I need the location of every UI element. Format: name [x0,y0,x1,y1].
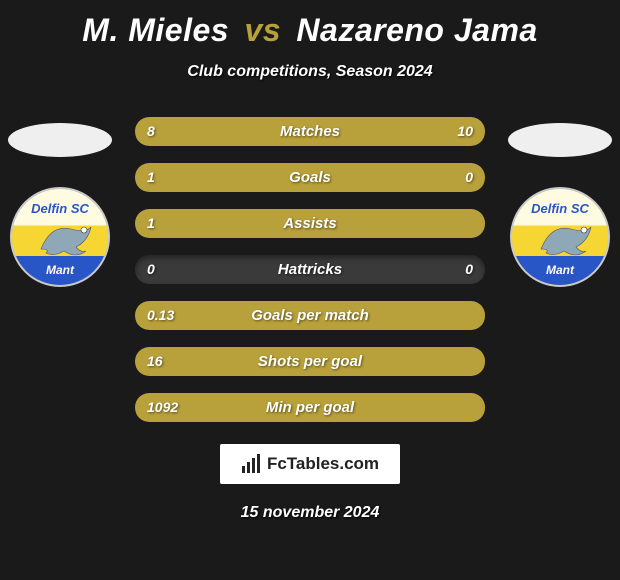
stat-row: 10Goals [135,163,485,192]
player1-silhouette [8,123,112,157]
player1-club-badge: Delfin SC Mant [10,187,110,287]
stat-label: Goals [135,163,485,192]
player2-club-badge: Delfin SC Mant [510,187,610,287]
comparison-title: M. Mieles vs Nazareno Jama [0,0,620,49]
stat-row: 1Assists [135,209,485,238]
player2-name: Nazareno Jama [296,12,537,48]
brand-chart-icon [241,454,261,474]
footer-date: 15 november 2024 [0,504,620,522]
stat-label: Shots per goal [135,347,485,376]
stat-label: Matches [135,117,485,146]
subtitle: Club competitions, Season 2024 [0,63,620,81]
stat-row: 1092Min per goal [135,393,485,422]
player1-name: M. Mieles [82,12,229,48]
stat-row: 810Matches [135,117,485,146]
stat-label: Hattricks [135,255,485,284]
player2-avatar-column: Delfin SC Mant [500,117,620,287]
footer-brand-text: FcTables.com [267,454,379,474]
dolphin-icon [36,219,96,259]
stat-row: 16Shots per goal [135,347,485,376]
club-name-top: Delfin SC [531,201,589,216]
stat-bars-container: 810Matches 10Goals 1Assists 00Hattricks 0.13… [135,117,485,422]
club-name-top: Delfin SC [31,201,89,216]
stat-label: Assists [135,209,485,238]
stat-label: Goals per match [135,301,485,330]
player2-silhouette [508,123,612,157]
stat-row: 00Hattricks [135,255,485,284]
club-name-bottom: Mant [46,263,74,277]
stat-label: Min per goal [135,393,485,422]
footer-brand-box: FcTables.com [220,444,400,484]
comparison-content: Delfin SC Mant Delfin SC Mant 810Matches… [0,117,620,422]
vs-separator: vs [244,12,281,48]
club-name-bottom: Mant [546,263,574,277]
stat-row: 0.13Goals per match [135,301,485,330]
player1-avatar-column: Delfin SC Mant [0,117,120,287]
dolphin-icon [536,219,596,259]
